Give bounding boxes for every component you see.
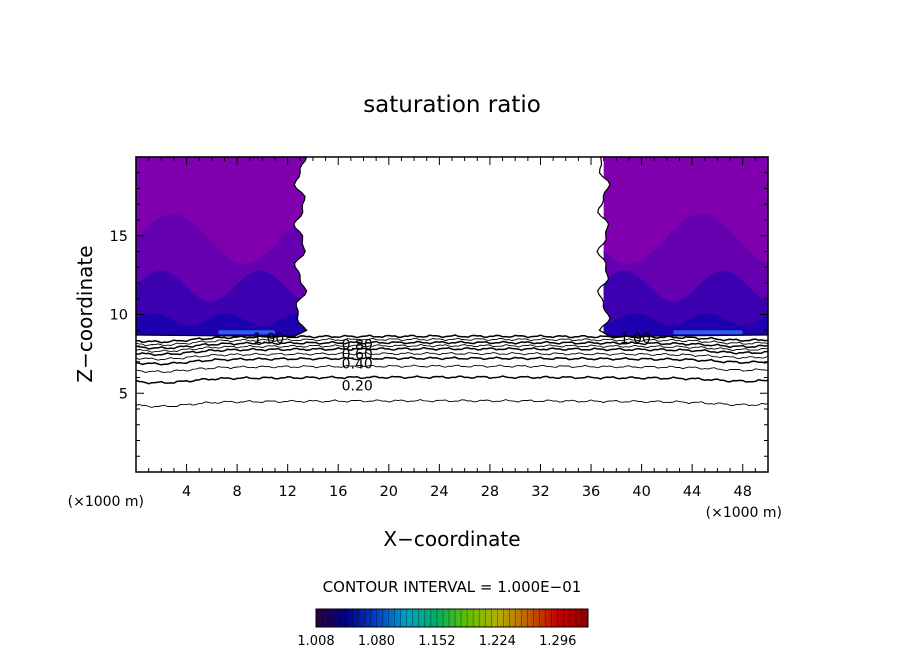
colorbar-stripes bbox=[321, 609, 583, 627]
contour-line bbox=[135, 375, 768, 385]
colorbar-tick-labels: 1.008 1.080 1.152 1.224 1.296 bbox=[297, 634, 576, 649]
region-fill-lower bbox=[136, 270, 307, 337]
contour-line bbox=[135, 351, 769, 361]
contour-line bbox=[135, 344, 769, 353]
x-tick-label: 16 bbox=[329, 484, 347, 500]
x-tick-label: 12 bbox=[278, 484, 296, 500]
contour-line bbox=[135, 340, 769, 350]
x-tick-label: 40 bbox=[632, 484, 650, 500]
z-tick-label: 5 bbox=[119, 386, 128, 402]
x-tick-label: 44 bbox=[683, 484, 701, 500]
colorbar-tick-label: 1.080 bbox=[358, 634, 395, 649]
contour-label: 0.40 bbox=[342, 356, 373, 372]
region-base-highlight bbox=[218, 330, 276, 335]
contour-label: 1.00 bbox=[620, 331, 651, 347]
colorbar bbox=[315, 608, 589, 628]
z-axis-title: Z−coordinate bbox=[73, 245, 97, 382]
contour-line bbox=[135, 399, 769, 408]
contour-line bbox=[135, 364, 769, 373]
z-tick-label: 10 bbox=[110, 308, 128, 324]
chart-title: saturation ratio bbox=[363, 92, 541, 118]
colorbar-tick-label: 1.224 bbox=[479, 634, 516, 649]
region-base-highlight bbox=[673, 330, 743, 335]
x-tick-label: 8 bbox=[233, 484, 242, 500]
z-axis-ticks: 5 10 15 bbox=[110, 172, 768, 457]
z-tick-label: 15 bbox=[110, 229, 128, 245]
contour-lines bbox=[135, 334, 769, 408]
contour-label: 0.60 bbox=[342, 347, 373, 363]
x-axis-ticks: 4 8 12 16 20 24 28 32 36 40 44 48 bbox=[148, 157, 756, 500]
x-tick-label: 32 bbox=[531, 484, 549, 500]
plot-fills bbox=[135, 156, 769, 338]
x-axis-unit-label: (×1000 m) bbox=[706, 505, 782, 521]
contour-line bbox=[135, 334, 769, 344]
colorbar-tick-label: 1.152 bbox=[418, 634, 455, 649]
colorbar-tick-label: 1.008 bbox=[297, 634, 334, 649]
contour-line bbox=[135, 337, 769, 347]
x-tick-label: 36 bbox=[582, 484, 600, 500]
supersaturated-region bbox=[603, 157, 768, 337]
contour-labels: 1.00 1.00 0.800.600.40 0.20 bbox=[253, 331, 651, 394]
contour-line bbox=[135, 356, 769, 366]
colorbar-tick-label: 1.296 bbox=[539, 634, 576, 649]
contour-label: 0.20 bbox=[342, 378, 373, 394]
region-outline bbox=[596, 156, 769, 338]
supersaturated-region bbox=[136, 157, 307, 337]
region-outline bbox=[135, 156, 308, 338]
x-tick-label: 20 bbox=[380, 484, 398, 500]
x-tick-label: 48 bbox=[733, 484, 751, 500]
x-tick-label: 28 bbox=[481, 484, 499, 500]
contour-interval-text: CONTOUR INTERVAL = 1.000E−01 bbox=[323, 578, 582, 596]
x-tick-label: 24 bbox=[430, 484, 448, 500]
z-axis-unit-label: (×1000 m) bbox=[68, 494, 144, 510]
x-axis-title: X−coordinate bbox=[383, 527, 520, 551]
contour-line bbox=[135, 346, 769, 357]
contour-label: 1.00 bbox=[253, 331, 284, 347]
x-tick-label: 4 bbox=[182, 484, 191, 500]
contour-label: 0.80 bbox=[342, 337, 373, 353]
